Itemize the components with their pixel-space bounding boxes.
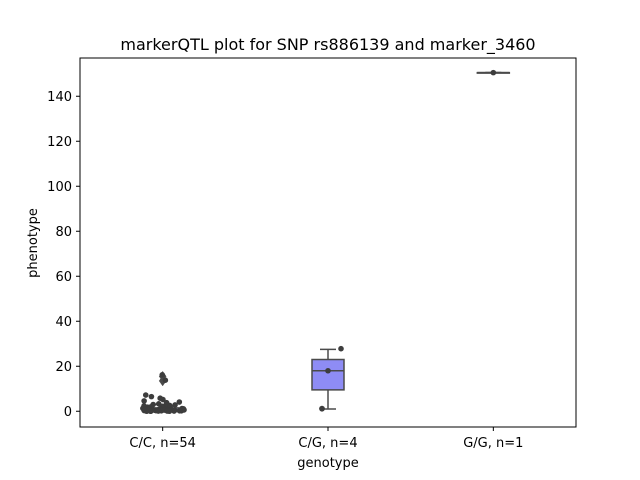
- y-tick-label: 100: [47, 180, 72, 195]
- chart-title: markerQTL plot for SNP rs886139 and mark…: [120, 35, 535, 55]
- x-tick-label: C/C, n=54: [129, 436, 195, 451]
- y-tick-label: 60: [55, 270, 72, 285]
- data-point: [325, 367, 331, 374]
- data-point: [176, 408, 183, 414]
- data-point: [143, 408, 150, 415]
- y-tick-label: 120: [47, 135, 72, 150]
- x-tick-label: G/G, n=1: [463, 436, 523, 451]
- plot-content: [140, 69, 511, 415]
- box-iqr: [311, 358, 345, 391]
- data-point: [148, 393, 155, 400]
- data-point: [159, 372, 166, 378]
- y-tick-label: 80: [55, 225, 72, 240]
- y-tick-label: 0: [64, 405, 72, 420]
- data-point: [171, 408, 177, 414]
- x-axis-ticks: C/C, n=54 C/G, n=4 G/G, n=1: [129, 427, 523, 451]
- data-point: [172, 402, 178, 408]
- data-point: [155, 408, 162, 414]
- y-tick-label: 140: [47, 90, 72, 105]
- data-point: [490, 69, 497, 76]
- data-point: [166, 408, 173, 415]
- data-point: [142, 392, 149, 398]
- data-point: [338, 345, 344, 352]
- data-point: [147, 408, 154, 415]
- data-point: [176, 399, 183, 405]
- y-tick-label: 20: [55, 360, 72, 375]
- data-point: [162, 377, 169, 384]
- data-point: [319, 405, 325, 412]
- data-point: [160, 396, 166, 403]
- y-tick-label: 40: [55, 315, 72, 330]
- plot-frame: [79, 57, 577, 428]
- x-tick-label: C/G, n=4: [298, 436, 357, 451]
- box-group: [311, 348, 345, 410]
- data-point: [141, 398, 147, 404]
- y-axis-ticks: 0 20 40 60 80 100 120 140: [47, 90, 80, 420]
- y-axis-label: phenotype: [26, 208, 41, 278]
- x-axis-label: genotype: [297, 456, 358, 471]
